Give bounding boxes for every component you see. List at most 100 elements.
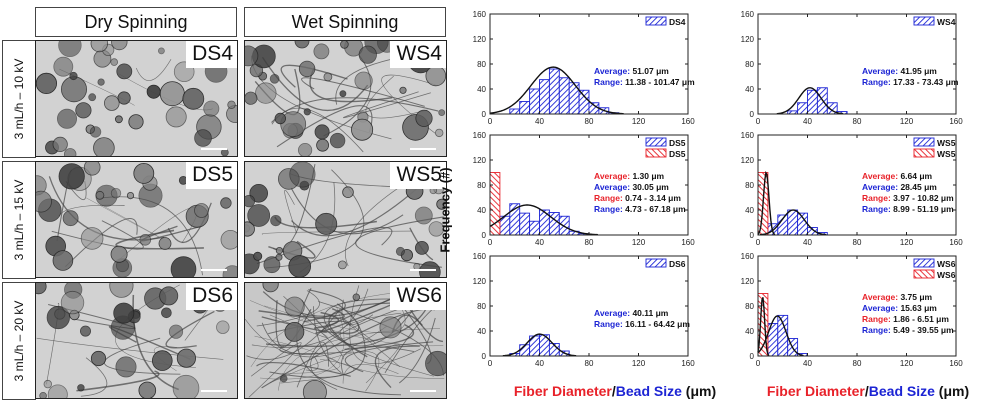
x-tick-label: 120 [900, 359, 914, 368]
y-tick-label: 0 [482, 231, 487, 240]
legend-label: DS6 [669, 259, 686, 269]
y-tick-label: 40 [477, 206, 486, 215]
y-tick-label: 40 [745, 327, 754, 336]
x-label-unit: (μm) [934, 383, 970, 399]
x-tick-label: 0 [488, 117, 493, 126]
y-tick-label: 80 [745, 60, 754, 69]
header-wet-spinning: Wet Spinning [244, 7, 446, 37]
histogram-bar [807, 89, 818, 115]
scale-bar [410, 269, 436, 271]
stat-annotation: Average: 40.11 μm [594, 308, 669, 318]
x-tick-label: 120 [900, 238, 914, 247]
y-tick-label: 120 [741, 277, 755, 286]
stat-annotation: Range: 16.11 - 64.42 μm [594, 319, 690, 329]
sample-tag: WS5 [390, 162, 446, 189]
histogram-ds6: 0 40 80 120 160 0 40 80 120 160 DS6 Average: 40.11 … [473, 252, 696, 368]
x-tick-label: 40 [535, 117, 544, 126]
y-tick-label: 80 [477, 181, 486, 190]
histogram-bar [539, 79, 550, 115]
x-label-unit: (μm) [681, 383, 717, 399]
y-tick-label: 40 [745, 206, 754, 215]
fit-curve [757, 297, 770, 357]
x-tick-label: 120 [632, 359, 646, 368]
y-tick-label: 120 [741, 35, 755, 44]
x-axis-label-left: Fiber Diameter/Bead Size (μm) [514, 383, 716, 399]
stat-annotation: Range: 11.38 - 101.47 μm [594, 77, 695, 87]
row-label-1: 3 mL/h – 10 kV [2, 40, 36, 158]
x-label-slash: / [864, 383, 869, 399]
dry-micrograph-row-1: DS4 [35, 40, 238, 157]
row-label-text: 3 mL/h – 15 kV [12, 179, 26, 261]
stat-annotation: Average: 3.75 μm [862, 292, 933, 302]
x-tick-label: 0 [756, 117, 761, 126]
legend-label: DS5 [669, 149, 686, 159]
x-tick-label: 160 [949, 359, 963, 368]
scale-bar [410, 390, 436, 392]
legend-label: WS6 [937, 270, 956, 280]
stat-annotation: Average: 30.05 μm [594, 182, 669, 192]
fit-curve [489, 66, 624, 115]
legend-swatch [645, 137, 667, 147]
legend-label: WS4 [937, 17, 956, 27]
stat-annotation: Range: 1.86 - 6.51 μm [862, 314, 949, 324]
stat-annotation: Range: 17.33 - 73.43 μm [862, 77, 959, 87]
y-tick-label: 40 [477, 85, 486, 94]
row-label-2: 3 mL/h – 15 kV [2, 161, 36, 279]
wet-micrograph-row-2: WS5 [244, 161, 447, 278]
fit-curve [757, 170, 776, 236]
histogram-bar [509, 108, 521, 115]
x-tick-label: 160 [949, 238, 963, 247]
scale-bar [410, 148, 436, 150]
scale-bar [201, 269, 227, 271]
y-tick-label: 120 [741, 156, 755, 165]
histogram-ws4: 0 40 80 120 160 0 40 80 120 160 WS4 Average: 41.95 … [741, 10, 964, 126]
legend-label: WS6 [937, 259, 956, 269]
y-tick-label: 160 [741, 252, 755, 261]
scale-bar [201, 148, 227, 150]
y-tick-label: 160 [473, 131, 487, 140]
x-axis-label-right: Fiber Diameter/Bead Size (μm) [767, 383, 969, 399]
y-tick-label: 120 [473, 277, 487, 286]
stat-annotation: Average: 28.45 μm [862, 182, 937, 192]
x-tick-label: 40 [535, 238, 544, 247]
legend-swatch [913, 137, 935, 147]
x-tick-label: 0 [488, 238, 493, 247]
fit-curve [489, 204, 598, 236]
y-tick-label: 80 [477, 60, 486, 69]
legend-label: DS5 [669, 138, 686, 148]
x-tick-label: 80 [585, 117, 594, 126]
stat-annotation: Range: 8.99 - 51.19 μm [862, 204, 954, 214]
legend-label: WS5 [937, 149, 956, 159]
stat-annotation: Range: 3.97 - 10.82 μm [862, 193, 954, 203]
y-tick-label: 120 [473, 156, 487, 165]
wet-micrograph-row-1: WS4 [244, 40, 447, 157]
x-label-bead: Bead Size [615, 383, 682, 399]
stat-annotation: Average: 41.95 μm [862, 66, 937, 76]
row-label-text: 3 mL/h – 20 kV [12, 300, 26, 382]
x-tick-label: 40 [803, 117, 812, 126]
y-tick-label: 160 [473, 10, 487, 19]
dry-micrograph-row-2: DS5 [35, 161, 238, 278]
legend-label: WS5 [937, 138, 956, 148]
legend-swatch [913, 258, 935, 268]
y-tick-label: 160 [741, 10, 755, 19]
fit-curve [759, 209, 827, 236]
histogram-bar [787, 209, 799, 236]
histogram-bar [529, 88, 540, 115]
y-tick-label: 160 [741, 131, 755, 140]
legend-swatch [645, 16, 667, 26]
y-tick-label: 160 [473, 252, 487, 261]
y-tick-label: 80 [477, 302, 486, 311]
dry-micrograph-row-3: DS6 [35, 282, 238, 399]
y-tick-label: 0 [482, 352, 487, 361]
stat-annotation: Range: 5.49 - 39.55 μm [862, 325, 954, 335]
histogram-bar [548, 68, 560, 115]
y-tick-label: 40 [477, 327, 486, 336]
stat-annotation: Average: 15.63 μm [862, 303, 937, 313]
x-tick-label: 0 [488, 359, 493, 368]
scale-bar [201, 390, 227, 392]
x-tick-label: 80 [585, 359, 594, 368]
x-tick-label: 160 [681, 117, 695, 126]
